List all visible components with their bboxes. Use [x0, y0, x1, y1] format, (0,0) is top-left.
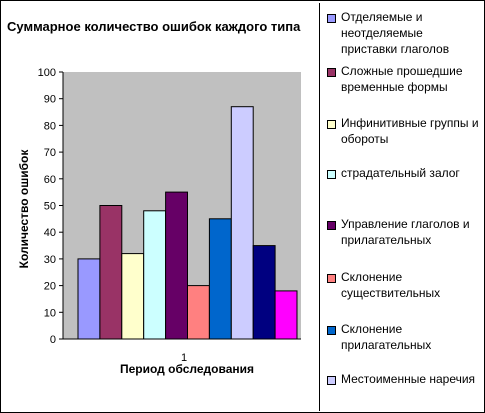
bar: [77, 258, 101, 340]
bar: [99, 205, 123, 340]
legend-label: Склонение прилагательных: [341, 322, 432, 352]
bars: [77, 106, 298, 340]
y-tick-label: 70: [44, 147, 56, 159]
legend-swatch: [327, 221, 336, 230]
y-tick-label: 80: [44, 120, 56, 132]
legend-label: страдательный залог: [341, 166, 460, 180]
legend-label: Отделяемые и неотделяемые приставки глаг…: [341, 10, 450, 56]
y-tick-label: 0: [50, 334, 56, 346]
legend-swatch: [327, 274, 336, 283]
y-axis-label: Количество ошибок: [17, 149, 31, 269]
legend-swatch: [327, 326, 336, 335]
y-tick-label: 10: [44, 307, 56, 319]
y-tick-label: 50: [44, 201, 56, 213]
bar: [165, 191, 189, 340]
legend-label: Инфинитивные группы и обороты: [341, 116, 479, 146]
bar: [143, 210, 167, 340]
y-tick-label: 100: [38, 67, 56, 79]
legend-label: Местоименные наречия: [341, 372, 476, 386]
y-tick-label: 20: [44, 281, 56, 293]
x-axis-label: Период обследования: [120, 362, 254, 376]
y-ticks: 0 10 20 30 40 50 60 70 80 90 100: [38, 67, 63, 346]
legend-swatch: [327, 376, 336, 385]
y-tick-label: 90: [44, 94, 56, 106]
bar: [121, 253, 145, 340]
y-tick-label: 30: [44, 254, 56, 266]
legend-swatch: [327, 120, 336, 129]
x-tick-label: 1: [181, 352, 187, 364]
y-tick-label: 60: [44, 174, 56, 186]
legend-label: Склонение существительных: [341, 270, 441, 300]
bar: [274, 290, 298, 340]
legend-swatch: [327, 68, 336, 77]
y-tick-label: 40: [44, 227, 56, 239]
legend-label: Сложные прошедшие временные формы: [341, 64, 463, 94]
legend: Отделяемые и неотделяемые приставки глаг…: [319, 3, 483, 411]
bar: [208, 218, 232, 340]
legend-swatch: [327, 14, 336, 23]
bar: [187, 285, 210, 340]
legend-label: Управление глаголов и прилагательных: [341, 217, 470, 247]
bar: [252, 245, 276, 340]
legend-swatch: [327, 170, 336, 179]
chart-title: Суммарное количество ошибок каждого типа: [7, 19, 301, 34]
bar: [230, 106, 254, 340]
